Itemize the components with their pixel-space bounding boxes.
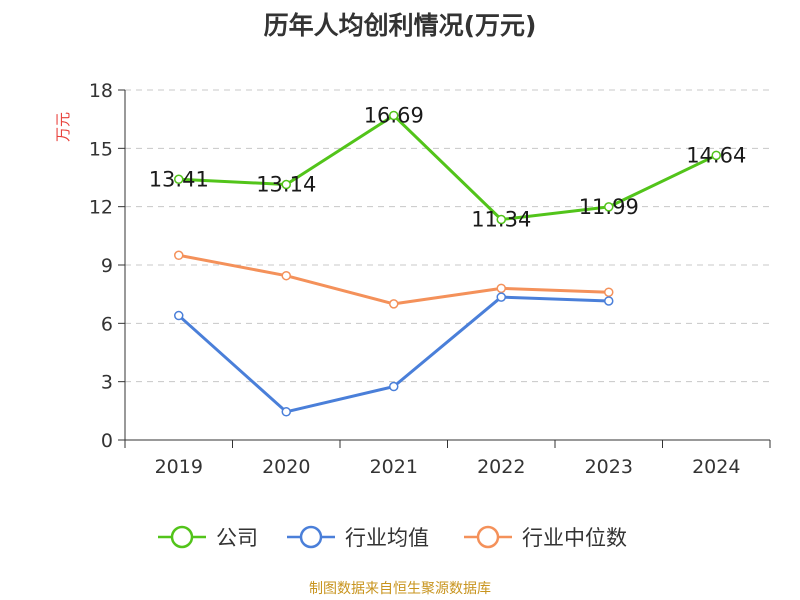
legend-marker bbox=[299, 525, 323, 549]
series-line-2 bbox=[178, 253, 609, 306]
data-point bbox=[604, 296, 614, 306]
data-point bbox=[281, 179, 291, 190]
data-label: 13.41 bbox=[149, 167, 209, 191]
y-tick-label: 9 bbox=[101, 255, 113, 277]
y-tick-label: 12 bbox=[89, 197, 113, 219]
data-point bbox=[604, 287, 614, 297]
data-label: 14.64 bbox=[686, 143, 746, 167]
data-label: 11.34 bbox=[471, 208, 531, 232]
data-point bbox=[496, 283, 506, 294]
series-line-1 bbox=[177, 295, 609, 414]
y-tick-label: 0 bbox=[101, 430, 113, 452]
data-point bbox=[281, 270, 291, 281]
y-tick-label: 15 bbox=[89, 138, 113, 160]
data-point bbox=[496, 214, 506, 225]
legend-label: 行业中位数 bbox=[522, 526, 627, 550]
series-line-0 bbox=[178, 113, 717, 221]
legend-label: 行业均值 bbox=[345, 526, 429, 550]
y-tick-label: 3 bbox=[101, 372, 113, 394]
data-label: 16.69 bbox=[364, 103, 424, 127]
data-point bbox=[496, 292, 506, 302]
data-point bbox=[174, 310, 184, 321]
data-point bbox=[174, 174, 184, 184]
legend-marker bbox=[170, 525, 194, 549]
data-point bbox=[281, 407, 291, 417]
data-label: 11.99 bbox=[579, 195, 639, 219]
data-point bbox=[174, 250, 184, 261]
x-tick-label: 2022 bbox=[477, 456, 525, 478]
legend-label: 公司 bbox=[216, 526, 258, 550]
x-tick-label: 2019 bbox=[155, 456, 203, 478]
x-tick-label: 2021 bbox=[370, 456, 418, 478]
data-point bbox=[389, 110, 399, 121]
x-tick-label: 2020 bbox=[262, 456, 310, 478]
data-point bbox=[389, 381, 399, 392]
data-point bbox=[604, 202, 614, 212]
legend-marker bbox=[476, 525, 500, 549]
chart-title: 历年人均创利情况(万元) bbox=[263, 11, 537, 40]
source-note: 制图数据来自恒生聚源数据库 bbox=[309, 581, 491, 597]
x-tick-label: 2024 bbox=[692, 456, 740, 478]
y-tick-label: 6 bbox=[101, 313, 113, 335]
y-tick-label: 18 bbox=[89, 80, 113, 102]
data-label: 13.14 bbox=[256, 173, 316, 197]
x-tick-label: 2023 bbox=[585, 456, 633, 478]
data-point bbox=[711, 150, 721, 161]
data-point bbox=[389, 299, 399, 309]
